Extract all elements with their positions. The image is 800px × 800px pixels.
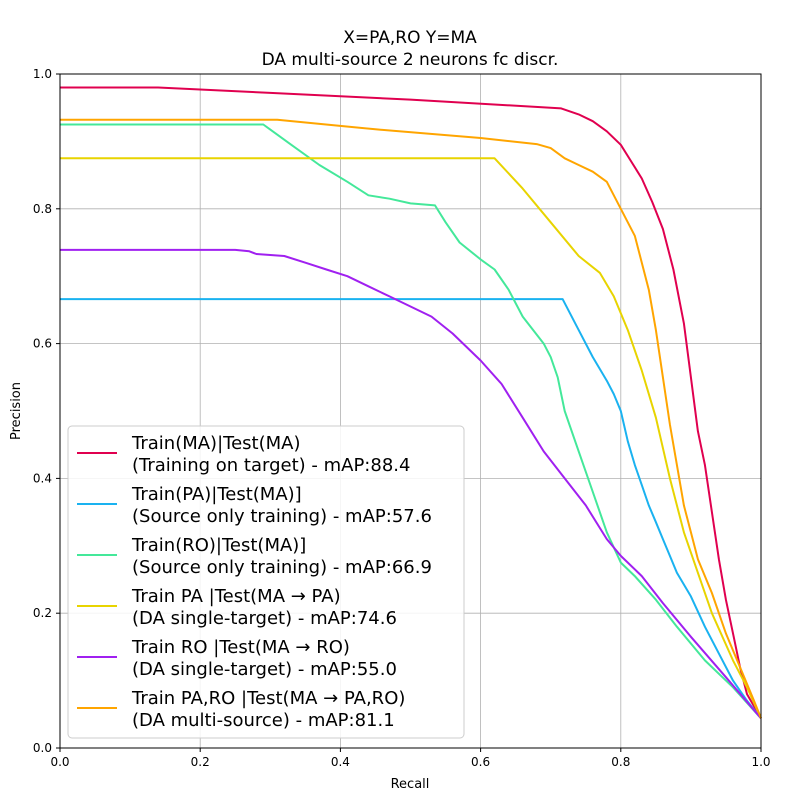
series-line-2 — [60, 298, 762, 719]
series-lines — [60, 86, 762, 719]
legend-label-5: Train RO |Test(MA → RO) — [131, 637, 350, 658]
series-line-5 — [60, 248, 762, 719]
legend-sublabel-4: (DA single-target) - mAP:74.6 — [132, 608, 397, 629]
x-axis-label: Recall — [391, 777, 430, 792]
x-tick-label: 0.0 — [50, 755, 69, 769]
y-tick-label: 0.8 — [33, 202, 52, 216]
x-tick-label: 0.6 — [471, 755, 490, 769]
x-tick-label: 1.0 — [751, 755, 770, 769]
x-tick-label: 0.2 — [191, 755, 210, 769]
plot-frame — [59, 73, 762, 749]
legend-sublabel-1: (Training on target) - mAP:88.4 — [132, 455, 410, 476]
y-tick-label: 0.4 — [33, 471, 52, 485]
series-line-3 — [60, 123, 762, 719]
legend-label-2: Train(PA)|Test(MA)] — [131, 484, 302, 505]
chart-title: X=PA,RO Y=MA — [343, 28, 477, 48]
legend-sublabel-2: (Source only training) - mAP:57.6 — [132, 506, 432, 527]
y-tick-label: 0.6 — [33, 337, 52, 351]
legend-sublabel-5: (DA single-target) - mAP:55.0 — [132, 659, 397, 680]
legend-box — [67, 425, 465, 739]
legend-sublabel-3: (Source only training) - mAP:66.9 — [132, 557, 432, 578]
legend-label-4: Train PA |Test(MA → PA) — [131, 586, 341, 607]
y-axis-label: Precision — [9, 382, 24, 440]
legend: Train(MA)|Test(MA)(Training on target) -… — [67, 425, 465, 739]
x-tick-label: 0.8 — [611, 755, 630, 769]
chart-subtitle: DA multi-source 2 neurons fc discr. — [262, 50, 559, 70]
legend-label-6: Train PA,RO |Test(MA → PA,RO) — [131, 688, 405, 709]
y-tick-label: 0.2 — [33, 606, 52, 620]
y-tick-label: 0.0 — [33, 741, 52, 755]
series-line-6 — [60, 118, 762, 719]
series-line-1 — [60, 86, 762, 719]
legend-sublabel-6: (DA multi-source) - mAP:81.1 — [132, 710, 395, 731]
series-line-4 — [60, 157, 762, 719]
legend-label-1: Train(MA)|Test(MA) — [131, 433, 300, 454]
y-tick-label: 1.0 — [33, 67, 52, 81]
legend-label-3: Train(RO)|Test(MA)] — [131, 535, 306, 556]
axis-ticks: 0.0 0.2 0.4 0.6 0.8 1.0 0.0 0.2 0.4 0.6 0.8 1.0 — [33, 67, 771, 769]
x-tick-label: 0.4 — [331, 755, 350, 769]
